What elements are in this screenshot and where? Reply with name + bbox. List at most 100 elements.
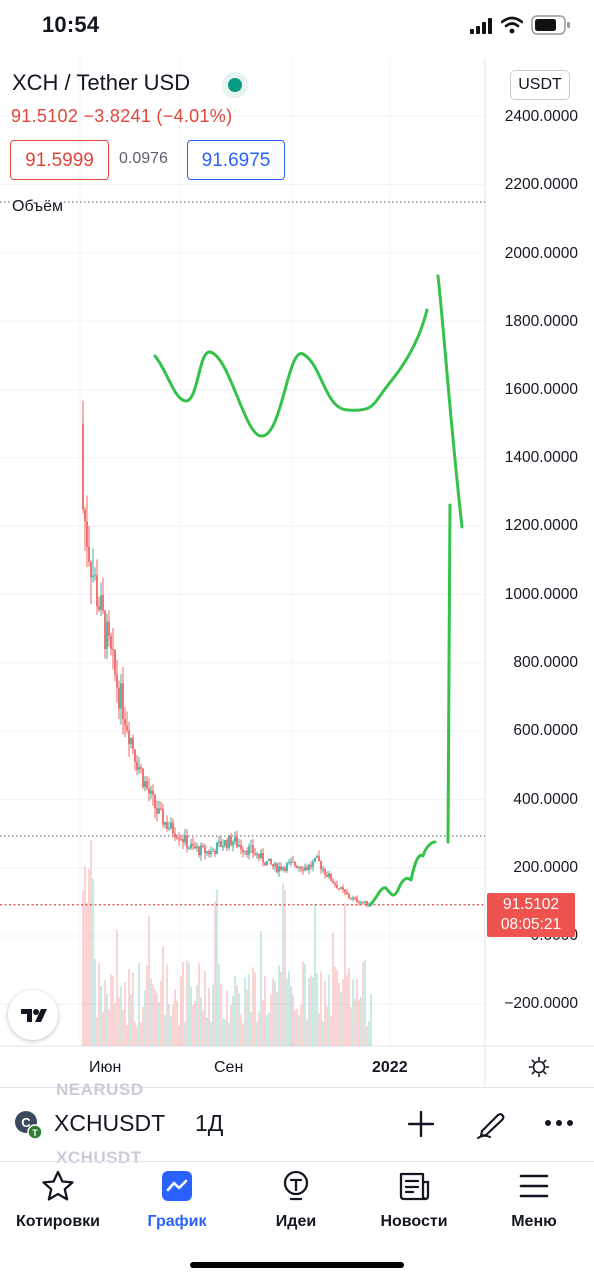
- volume-indicator-label[interactable]: Объём: [12, 198, 63, 216]
- volume-bar: [90, 840, 92, 1046]
- candle-body: [206, 851, 208, 854]
- volume-bar: [144, 990, 146, 1046]
- candle-body: [150, 790, 152, 794]
- volume-bar: [288, 971, 290, 1046]
- volume-bar: [162, 946, 164, 1046]
- volume-bar: [304, 964, 306, 1046]
- draw-icon[interactable]: [474, 1106, 508, 1140]
- volume-bar: [142, 1006, 144, 1046]
- volume-bar: [122, 1009, 124, 1046]
- candle-body: [218, 841, 220, 843]
- candle-body: [158, 808, 160, 814]
- candle-body: [290, 861, 292, 863]
- volume-bar: [356, 978, 358, 1046]
- nav-quotes[interactable]: Котировки: [3, 1170, 113, 1231]
- volume-bar: [318, 1013, 320, 1046]
- pair-title: XCH / Tether USD: [12, 70, 191, 95]
- candle-body: [330, 873, 332, 881]
- nav-news[interactable]: Новости: [359, 1170, 469, 1231]
- candle-body: [306, 867, 308, 871]
- candle-body: [202, 845, 204, 847]
- currency-button[interactable]: USDT: [510, 70, 570, 100]
- volume-bar: [104, 980, 106, 1046]
- volume-bar: [92, 878, 94, 1046]
- svg-text:T: T: [32, 1128, 38, 1138]
- candle-body: [168, 828, 170, 830]
- volume-bar: [308, 978, 310, 1046]
- volume-bar: [230, 1005, 232, 1046]
- candle-body: [244, 850, 246, 853]
- candle-body: [276, 863, 278, 873]
- candle-body: [254, 853, 256, 855]
- candle-body: [138, 767, 140, 770]
- candle-body: [224, 839, 226, 846]
- candle-body: [196, 846, 198, 849]
- interval-selector[interactable]: 1Д: [195, 1110, 224, 1136]
- candle-body: [174, 833, 176, 838]
- candle-body: [160, 808, 162, 810]
- y-axis-label: 400.0000: [513, 791, 578, 808]
- nav-ideas[interactable]: Идеи: [241, 1170, 351, 1231]
- volume-bar: [298, 1015, 300, 1046]
- volume-bar: [326, 1006, 328, 1046]
- nav-menu[interactable]: Меню: [479, 1170, 589, 1231]
- candle-body: [226, 839, 228, 848]
- volume-bar: [350, 1007, 352, 1046]
- volume-bar: [238, 993, 240, 1046]
- candle-body: [294, 861, 296, 866]
- candle-body: [128, 730, 130, 744]
- volume-bar: [84, 866, 86, 1046]
- add-icon[interactable]: [407, 1110, 435, 1138]
- candle-body: [132, 738, 134, 750]
- volume-bar: [220, 983, 222, 1046]
- candle-body: [260, 852, 262, 858]
- sell-button[interactable]: 91.5999: [10, 140, 109, 180]
- candle-body: [324, 868, 326, 875]
- y-axis-label: 600.0000: [513, 722, 578, 739]
- news-icon: [399, 1172, 430, 1201]
- candle-body: [280, 866, 282, 870]
- volume-bar: [176, 1000, 178, 1046]
- y-axis-label: 2000.0000: [504, 245, 578, 262]
- buy-button[interactable]: 91.6975: [187, 140, 285, 180]
- volume-bar: [164, 1015, 166, 1046]
- volume-bar: [236, 984, 238, 1046]
- more-icon[interactable]: [544, 1118, 574, 1128]
- volume-bar: [330, 1015, 332, 1046]
- candle-body: [110, 635, 112, 650]
- candle-body: [322, 868, 324, 870]
- candle-body: [214, 850, 216, 855]
- candle-body: [304, 867, 306, 871]
- candle-body: [126, 725, 128, 731]
- volume-bar: [272, 978, 274, 1046]
- tradingview-logo[interactable]: [8, 990, 58, 1040]
- volume-bar: [148, 915, 150, 1046]
- volume-bar: [206, 1017, 208, 1046]
- symbol-name[interactable]: XCHUSDT: [54, 1110, 166, 1136]
- candle-body: [172, 822, 174, 834]
- price-chart[interactable]: [0, 58, 594, 1088]
- candle-body: [296, 865, 298, 868]
- chart-settings-icon[interactable]: [528, 1056, 550, 1078]
- volume-bar: [328, 974, 330, 1046]
- volume-bar: [340, 992, 342, 1046]
- volume-bar: [300, 1005, 302, 1046]
- nav-chart[interactable]: График: [122, 1170, 232, 1231]
- candle-body: [256, 853, 258, 855]
- volume-bar: [338, 983, 340, 1046]
- candle-body: [204, 846, 206, 854]
- candle-body: [238, 845, 240, 847]
- volume-bar: [128, 968, 130, 1046]
- candle-body: [312, 861, 314, 867]
- candle-body: [336, 884, 338, 889]
- volume-bar: [366, 1026, 368, 1046]
- candle-body: [178, 837, 180, 839]
- volume-bar: [158, 1002, 160, 1046]
- candle-body: [232, 841, 234, 846]
- candle-body: [252, 845, 254, 854]
- volume-bar: [178, 1025, 180, 1046]
- candle-body: [338, 888, 340, 890]
- volume-bar: [290, 986, 292, 1046]
- candle-body: [236, 836, 238, 847]
- y-axis-label: 800.0000: [513, 654, 578, 671]
